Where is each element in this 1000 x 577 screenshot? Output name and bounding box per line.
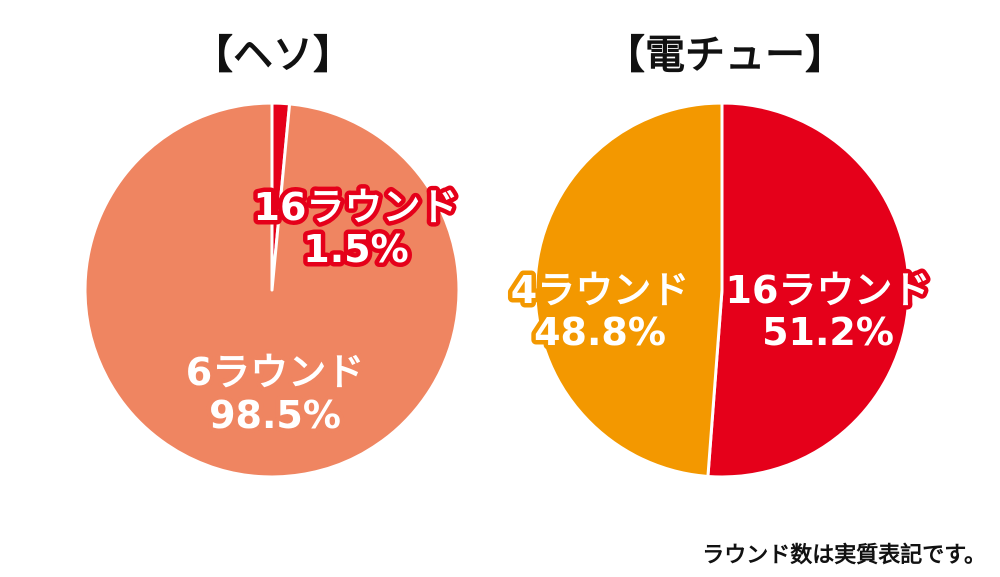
pie-slice-heso-6round xyxy=(83,101,461,479)
slice-label-heso-6round: 6ラウンド xyxy=(186,350,364,394)
pie-chart-denchu: 【電チュー】 16ラウンド 51.2% 4ラウンド 48.8% xyxy=(506,32,935,479)
footnote: ラウンド数は実質表記です。 xyxy=(702,542,986,568)
slice-value-heso-6round: 98.5% xyxy=(209,393,341,437)
pie-chart-heso: 【ヘソ】 16ラウンド 1.5% 6ラウンド 98.5% xyxy=(83,32,463,479)
chart-title-denchu: 【電チュー】 xyxy=(605,32,845,78)
slice-value-denchu-16round: 51.2% xyxy=(762,310,894,354)
pie-slices-heso xyxy=(83,101,461,479)
chart-title-heso: 【ヘソ】 xyxy=(193,32,353,78)
slice-label-heso-16round: 16ラウンド xyxy=(254,185,459,229)
pie-slice-denchu-16round xyxy=(706,101,911,479)
slice-value-heso-16round: 1.5% xyxy=(303,227,408,271)
slice-value-denchu-4round: 48.8% xyxy=(534,310,666,354)
pie-slice-denchu-4round xyxy=(533,101,724,478)
slice-label-denchu-4round: 4ラウンド xyxy=(511,268,689,312)
slice-label-denchu-16round: 16ラウンド xyxy=(726,268,931,312)
pie-slices-denchu xyxy=(533,101,911,479)
